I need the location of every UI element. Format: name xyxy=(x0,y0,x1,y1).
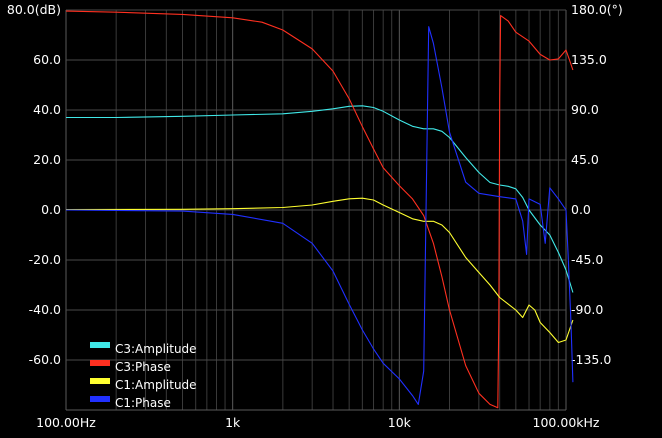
y-left-tick-label: 20.0 xyxy=(33,152,61,167)
legend-label: C1:Amplitude xyxy=(115,378,197,392)
x-tick-label: 10k xyxy=(388,415,412,430)
y-left-tick-label: 40.0 xyxy=(33,102,61,117)
y-right-tick-label: -90.0 xyxy=(571,302,603,317)
y-right-tick-label: -45.0 xyxy=(571,252,603,267)
legend-label: C1:Phase xyxy=(115,396,171,410)
y-right-tick-label: 0.0 xyxy=(571,202,591,217)
legend: C3:Amplitude C3:Phase C1:Amplitude C1:Phase xyxy=(90,342,197,410)
y-right-tick-label: 90.0 xyxy=(571,102,599,117)
y-left-tick-label: 60.0 xyxy=(33,52,61,67)
legend-swatch xyxy=(90,378,110,384)
y-right-tick-label: 180.0(°) xyxy=(571,2,623,17)
y-right-tick-label: 135.0 xyxy=(571,52,607,67)
y-left-tick-label: -20.0 xyxy=(29,252,61,267)
legend-label: C3:Phase xyxy=(115,360,171,374)
legend-swatch xyxy=(90,342,110,348)
y-left-tick-label: 80.0(dB) xyxy=(7,2,61,17)
y-right-tick-label: -135.0 xyxy=(571,352,611,367)
y-left-tick-label: 0.0 xyxy=(41,202,61,217)
series-line-3 xyxy=(65,26,574,405)
x-tick-label: 100.00Hz xyxy=(36,415,96,430)
series-line-1 xyxy=(65,10,574,409)
y-left-tick-label: -60.0 xyxy=(29,352,61,367)
x-tick-label: 100.00kHz xyxy=(533,415,600,430)
series-line-0 xyxy=(66,105,574,293)
y-left-tick-label: -40.0 xyxy=(29,302,61,317)
x-tick-label: 1k xyxy=(225,415,241,430)
legend-swatch xyxy=(90,396,110,402)
grid xyxy=(65,9,567,411)
legend-label: C3:Amplitude xyxy=(115,342,197,356)
y-right-tick-label: 45.0 xyxy=(571,152,599,167)
series-line-2 xyxy=(65,197,574,344)
legend-swatch xyxy=(90,360,110,366)
